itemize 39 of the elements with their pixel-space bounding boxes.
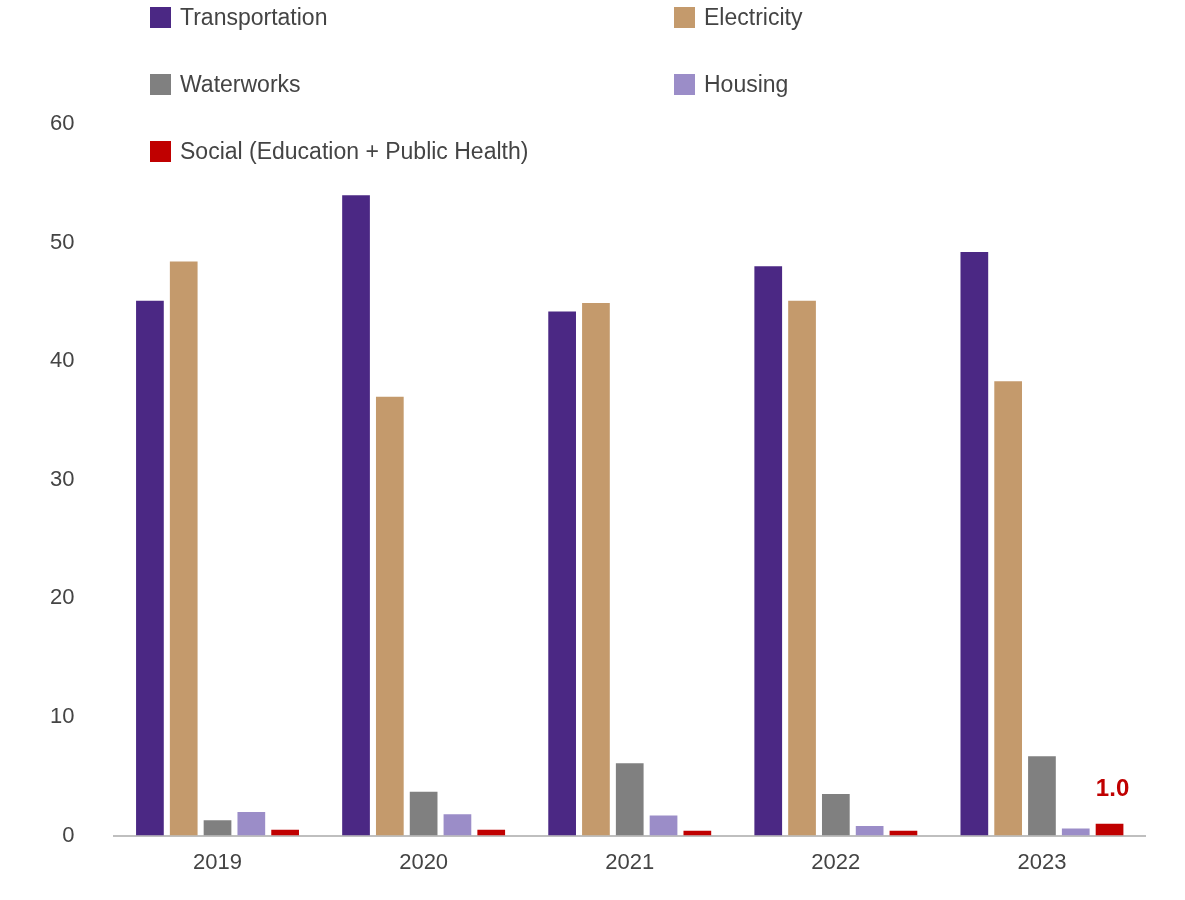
bar (409, 791, 438, 836)
y-tick-label: 0 (62, 821, 75, 847)
bar (1028, 756, 1056, 836)
bar (855, 826, 884, 836)
bar (169, 261, 198, 836)
legend-label: Waterworks (180, 71, 301, 98)
x-tick-label: 2019 (193, 848, 242, 874)
data-label: 1.0 (1095, 774, 1130, 802)
bar (375, 396, 404, 836)
y-tick-label: 60 (49, 110, 75, 136)
y-tick-label: 20 (49, 584, 75, 610)
y-tick-label: 40 (49, 347, 75, 373)
x-tick-label: 2023 (1017, 848, 1067, 874)
bar (615, 763, 644, 836)
legend-label: Transportation (180, 4, 328, 31)
legend-label: Electricity (704, 4, 803, 31)
bar (788, 300, 816, 836)
bar (821, 794, 850, 836)
bar (203, 820, 232, 836)
legend-label: Housing (704, 71, 789, 98)
bar (582, 303, 610, 836)
bar (960, 252, 989, 836)
legend-label: Social (Education + Public Health) (180, 138, 529, 165)
bar (1095, 823, 1124, 836)
bar (342, 195, 370, 836)
bar (443, 814, 472, 836)
x-tick-label: 2022 (811, 848, 861, 874)
x-tick-label: 2020 (399, 848, 449, 874)
bar (649, 815, 678, 836)
bar (237, 811, 266, 836)
y-tick-label: 50 (49, 228, 75, 254)
x-tick-label: 2021 (605, 848, 655, 874)
bar (994, 381, 1022, 836)
bar (1061, 828, 1090, 836)
bar (548, 311, 576, 836)
y-tick-label: 30 (49, 465, 75, 491)
y-tick-label: 10 (49, 703, 75, 729)
bar (136, 300, 164, 836)
bar (754, 266, 783, 836)
